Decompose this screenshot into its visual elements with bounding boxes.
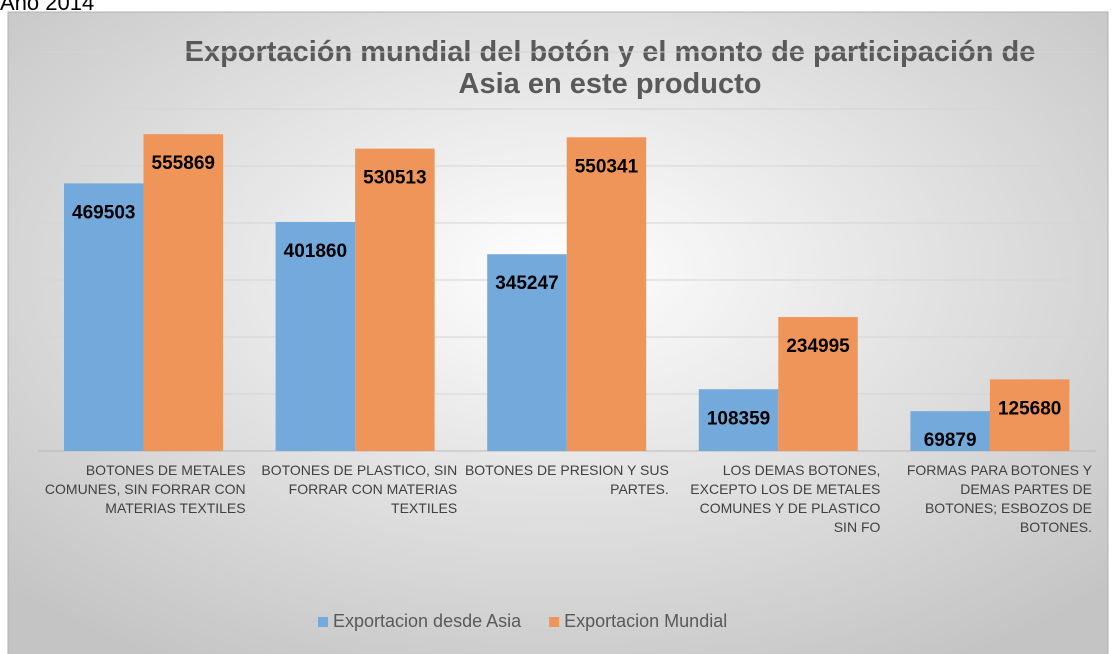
bar [698, 389, 779, 451]
data-label: 234995 [786, 336, 850, 357]
bar [143, 134, 223, 451]
bar [989, 379, 1070, 451]
data-label: 69879 [924, 430, 977, 451]
data-label: 555869 [152, 153, 215, 174]
data-label: 345247 [495, 273, 558, 294]
data-label: 125680 [998, 398, 1061, 419]
legend-swatch [549, 617, 560, 627]
title-box: Exportación mundial del botón y el monto… [184, 36, 1036, 100]
bar [64, 183, 144, 451]
bar [566, 137, 647, 451]
legend-swatch [318, 617, 328, 627]
x-tick-label: BOTONES DE METALES COMUNES, SIN FORRAR C… [44, 462, 246, 516]
bar [487, 254, 567, 451]
header-text: Año 2014 [0, 0, 94, 15]
legend-label: Exportacion desde Asia [333, 611, 522, 631]
data-label: 108359 [707, 408, 770, 429]
data-label: 469503 [72, 202, 135, 223]
bar [910, 411, 990, 451]
data-label: 401860 [284, 241, 347, 262]
legend-label: Exportacion Mundial [564, 611, 727, 631]
bar [778, 317, 858, 451]
x-tick-label: BOTONES DE PRESION Y SUS PARTES. [464, 462, 669, 497]
x-tick-label: FORMAS PARA BOTONES Y DEMAS PARTES DE BO… [906, 462, 1092, 535]
chart-title: Exportación mundial del botón y el monto… [184, 36, 1036, 100]
x-tick-label: BOTONES DE PLASTICO, SIN FORRAR CON MATE… [261, 462, 458, 516]
data-label: 550341 [575, 156, 639, 177]
data-label: 530513 [363, 168, 426, 189]
bar [275, 221, 356, 451]
x-tick-label: LOS DEMAS BOTONES, EXCEPTO LOS DE METALE… [690, 462, 881, 535]
bar [355, 148, 435, 451]
